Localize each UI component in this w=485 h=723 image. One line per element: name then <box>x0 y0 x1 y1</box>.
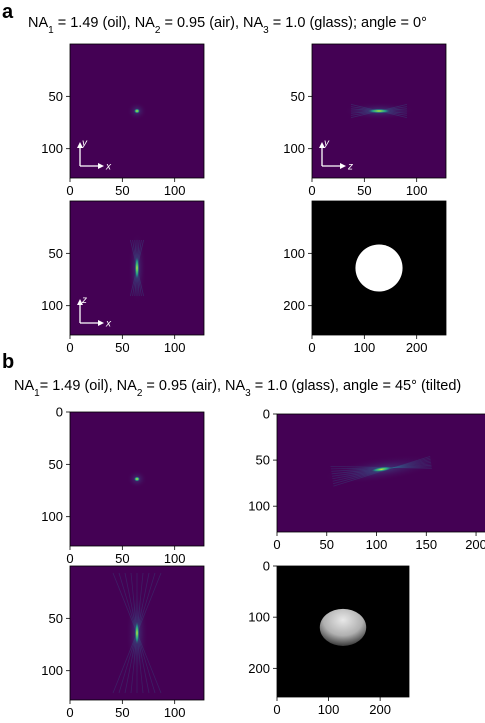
x-tick-label: 50 <box>115 705 129 718</box>
vertical-axis-letter: z <box>81 295 87 306</box>
axes-frame <box>69 565 205 701</box>
x-tick-label: 100 <box>164 340 186 355</box>
x-tick-label: 150 <box>415 537 437 552</box>
x-tick-label: 100 <box>164 705 186 718</box>
x-tick-label: 50 <box>357 183 371 198</box>
y-tick-label: 50 <box>256 453 270 468</box>
x-tick-label: 100 <box>406 183 428 198</box>
y-tick-label: 100 <box>248 610 270 625</box>
x-tick-label: 0 <box>308 340 315 355</box>
x-tick-label: 0 <box>66 183 73 198</box>
psf-spot <box>133 476 141 482</box>
x-tick-label: 0 <box>66 340 73 355</box>
x-tick-label: 200 <box>406 340 428 355</box>
psf-streak <box>134 255 140 281</box>
y-tick-label: 100 <box>248 499 270 514</box>
y-tick-label: 100 <box>283 141 305 156</box>
x-tick-label: 50 <box>320 537 334 552</box>
panel-b-label: b <box>2 351 14 373</box>
y-tick-label: 50 <box>49 457 63 472</box>
axes-frame <box>276 565 410 698</box>
psf-streak <box>369 466 394 473</box>
y-tick-label: 0 <box>263 407 270 422</box>
panel-a-title: NA1 = 1.49 (oil), NA2 = 0.95 (air), NA3 … <box>28 15 427 36</box>
y-tick-label: 0 <box>263 559 270 574</box>
x-tick-label: 100 <box>318 702 340 717</box>
axes-frame <box>276 413 485 533</box>
axes-frame <box>69 200 205 336</box>
psf-streak <box>134 620 140 646</box>
x-tick-label: 100 <box>366 537 388 552</box>
pupil-disk <box>355 244 403 292</box>
x-tick-label: 0 <box>273 537 280 552</box>
y-tick-label: 200 <box>248 661 270 676</box>
y-tick-label: 100 <box>283 246 305 261</box>
x-tick-label: 50 <box>115 340 129 355</box>
x-tick-label: 0 <box>66 705 73 718</box>
y-tick-label: 100 <box>41 663 63 678</box>
x-tick-label: 0 <box>273 702 280 717</box>
vertical-axis-letter: y <box>81 138 88 149</box>
psf-streak <box>366 108 392 114</box>
x-tick-label: 100 <box>164 183 186 198</box>
subplot-b3: 0 50 100 50 100 <box>41 565 205 720</box>
x-tick-label: 0 <box>308 183 315 198</box>
subplot-b2: 0 50 100 150 200 0 50 100 <box>248 407 485 552</box>
orientation-arrows: yx <box>77 138 112 173</box>
subplot-b4: 0 100 200 0 100 200 <box>248 559 410 717</box>
x-tick-label: 50 <box>115 183 129 198</box>
horizontal-axis-letter: x <box>105 319 112 330</box>
subplot-a4: 0 100 200 100 200 <box>283 200 447 355</box>
x-tick-label: 0 <box>66 551 73 566</box>
axes-frame <box>69 411 205 547</box>
psf-spot <box>133 108 141 114</box>
x-tick-label: 200 <box>369 702 391 717</box>
subplot-b1: 0 50 100 0 50 100 <box>41 405 205 566</box>
horizontal-axis-letter: z <box>347 162 353 173</box>
panel-b-title: NA1= 1.49 (oil), NA2 = 0.95 (air), NA3 =… <box>14 378 461 399</box>
orientation-arrows: yz <box>319 138 353 173</box>
y-tick-label: 50 <box>49 89 63 104</box>
y-tick-label: 0 <box>56 405 63 420</box>
y-tick-label: 100 <box>41 298 63 313</box>
y-tick-label: 50 <box>49 611 63 626</box>
y-tick-label: 50 <box>49 246 63 261</box>
axes-frame <box>311 43 447 179</box>
y-tick-label: 100 <box>41 141 63 156</box>
axes-frame <box>311 200 447 336</box>
axes-frame <box>69 43 205 179</box>
vertical-axis-letter: y <box>323 138 330 149</box>
x-tick-label: 100 <box>353 340 375 355</box>
x-tick-label: 100 <box>164 551 186 566</box>
x-tick-label: 50 <box>115 551 129 566</box>
orientation-arrows: zx <box>77 295 112 330</box>
y-tick-label: 100 <box>41 509 63 524</box>
panel-a-label: a <box>2 1 14 23</box>
horizontal-axis-letter: x <box>105 162 112 173</box>
x-tick-label: 200 <box>465 537 485 552</box>
y-tick-label: 50 <box>291 89 305 104</box>
y-tick-label: 200 <box>283 298 305 313</box>
pupil-dome <box>319 608 367 646</box>
